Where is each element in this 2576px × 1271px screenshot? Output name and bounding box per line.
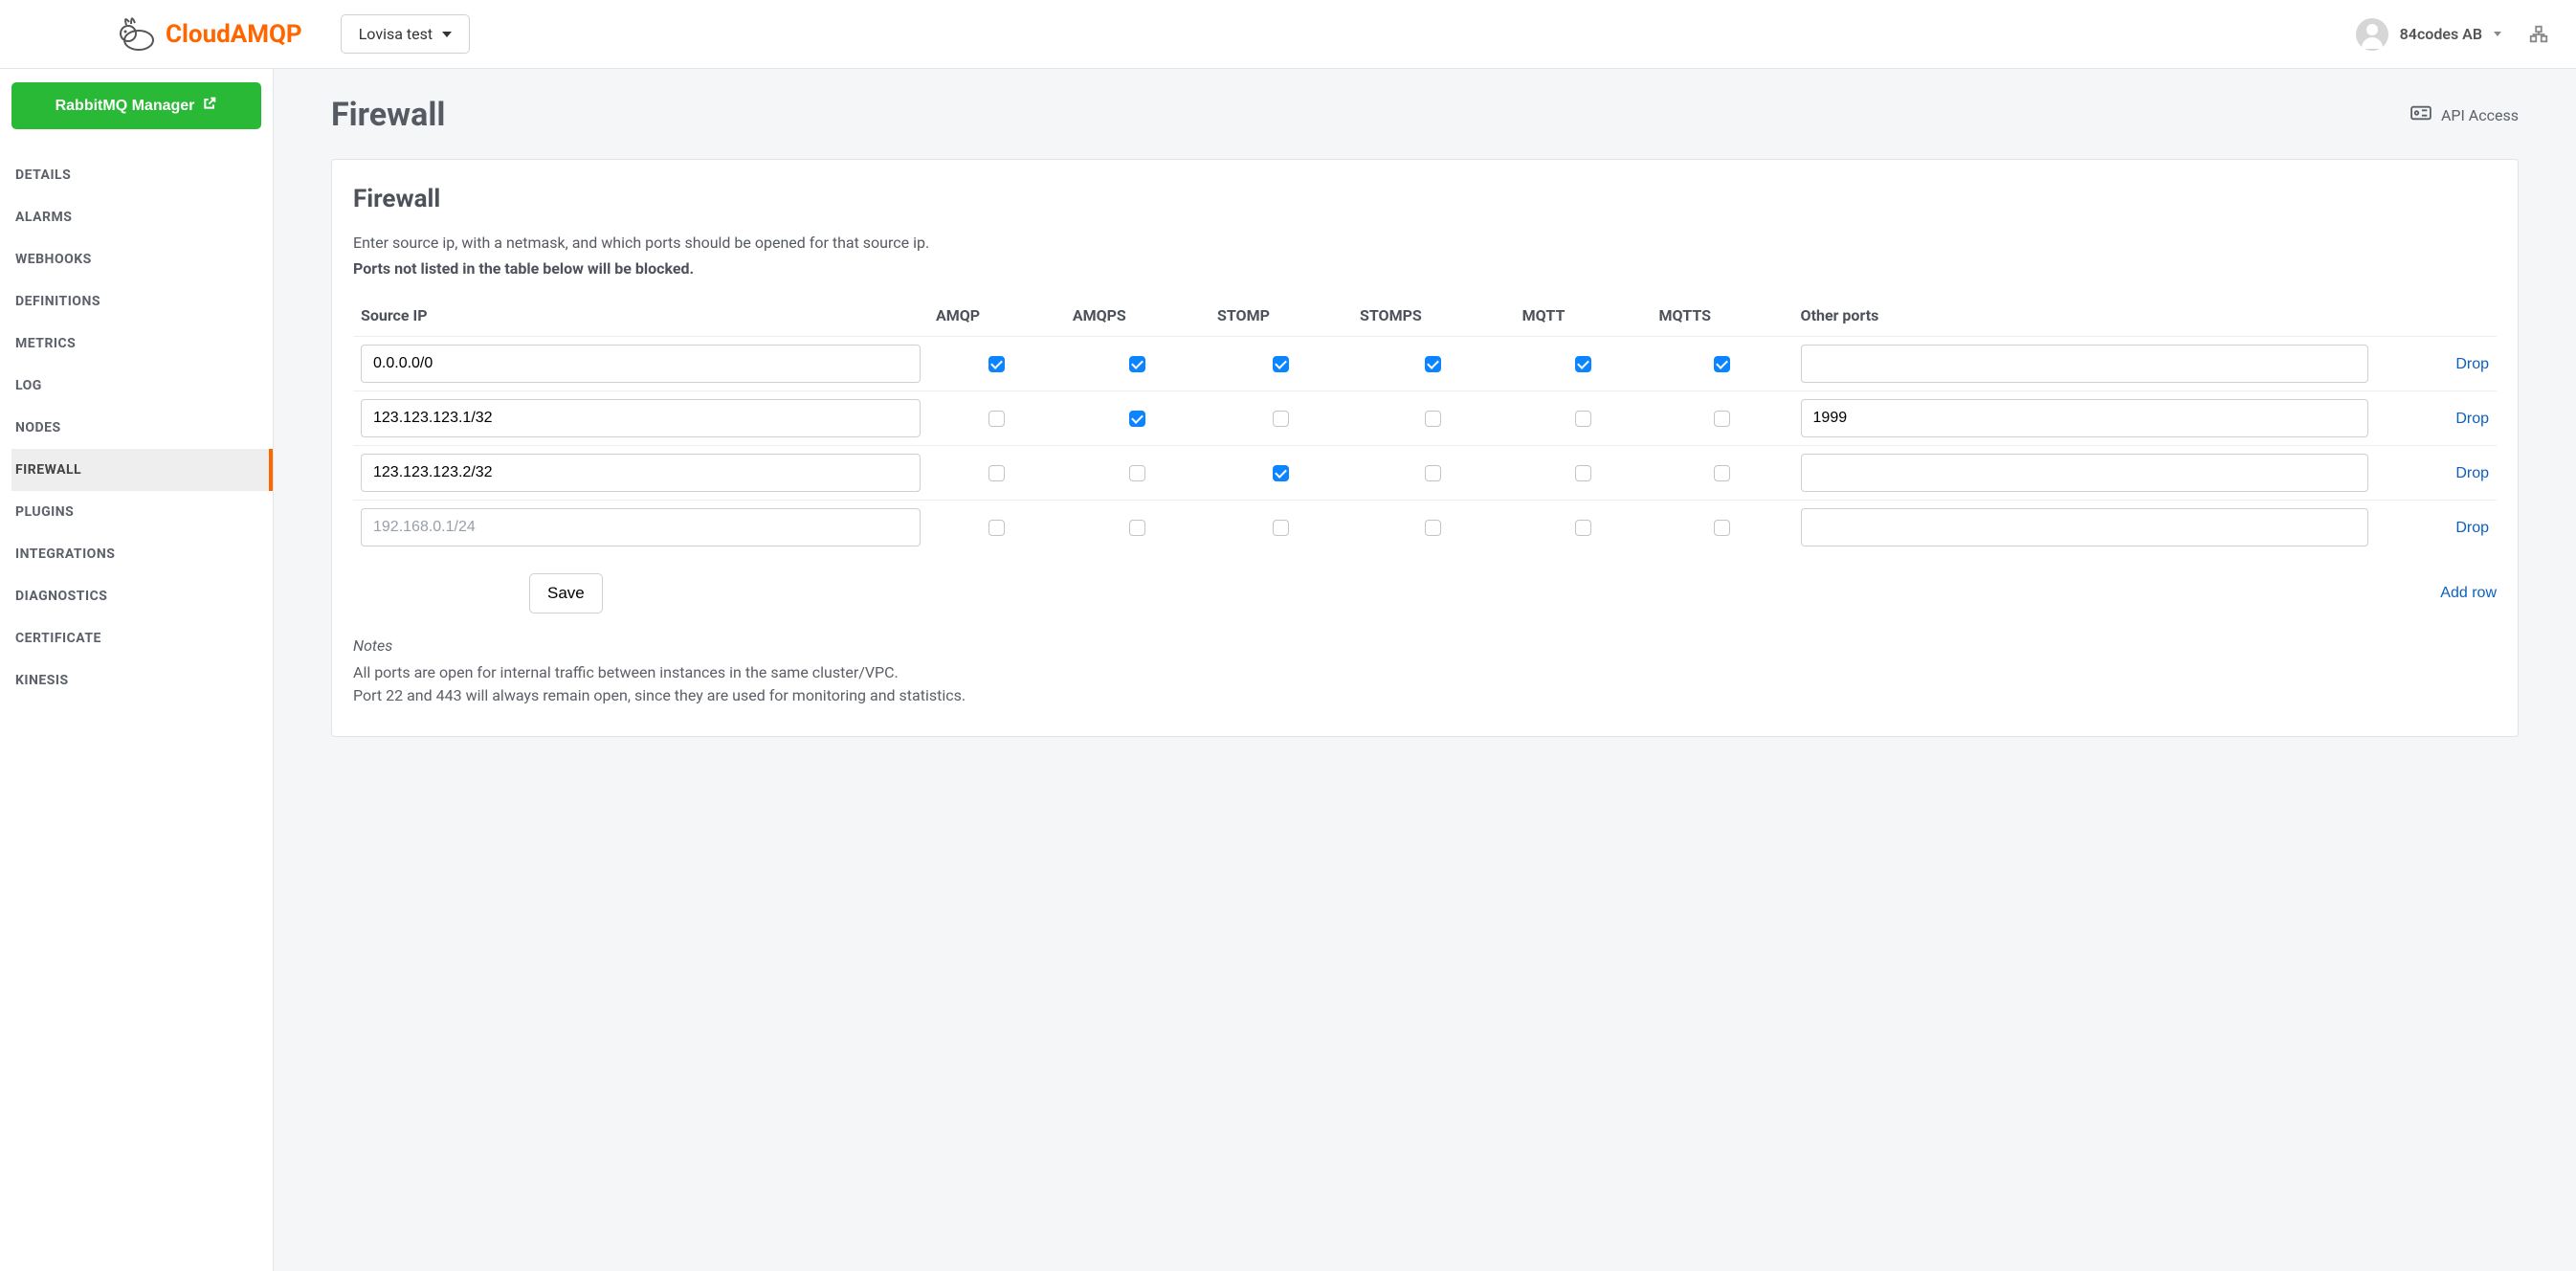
other-ports-input[interactable] xyxy=(1801,508,2368,546)
sidebar-item-webhooks[interactable]: WEBHOOKS xyxy=(11,238,261,280)
rabbitmq-manager-button[interactable]: RabbitMQ Manager xyxy=(11,82,261,129)
avatar xyxy=(2356,18,2388,51)
col-header-amqps: AMQPS xyxy=(1065,297,1210,337)
card-title: Firewall xyxy=(353,185,2497,213)
port-checkbox-stomps[interactable] xyxy=(1425,411,1441,427)
port-checkbox-mqtt[interactable] xyxy=(1575,465,1591,481)
port-checkbox-stomps[interactable] xyxy=(1425,356,1441,372)
port-checkbox-stomp[interactable] xyxy=(1273,520,1289,536)
port-checkbox-stomps[interactable] xyxy=(1425,520,1441,536)
port-checkbox-mqtt[interactable] xyxy=(1575,520,1591,536)
port-checkbox-mqtts[interactable] xyxy=(1714,465,1730,481)
port-checkbox-stomp[interactable] xyxy=(1273,465,1289,481)
sidebar-item-log[interactable]: LOG xyxy=(11,365,261,407)
table-row: Drop xyxy=(353,445,2497,500)
main-content: Firewall API Access Firewall Enter sourc… xyxy=(274,69,2576,1271)
port-checkbox-stomp[interactable] xyxy=(1273,356,1289,372)
save-button[interactable]: Save xyxy=(529,573,603,613)
table-row: Drop xyxy=(353,390,2497,445)
port-checkbox-stomps[interactable] xyxy=(1425,465,1441,481)
col-header-other-ports: Other ports xyxy=(1793,297,2376,337)
source-ip-input[interactable] xyxy=(361,508,921,546)
notes-line-2: Port 22 and 443 will always remain open,… xyxy=(353,684,2497,707)
org-switch-icon[interactable] xyxy=(2528,24,2549,45)
page-title: Firewall xyxy=(331,96,445,134)
sidebar-item-alarms[interactable]: ALARMS xyxy=(11,196,261,238)
port-checkbox-mqtts[interactable] xyxy=(1714,520,1730,536)
api-icon xyxy=(2410,104,2432,125)
col-header-mqtt: MQTT xyxy=(1515,297,1652,337)
sidebar-item-plugins[interactable]: PLUGINS xyxy=(11,491,261,533)
other-ports-input[interactable] xyxy=(1801,345,2368,383)
add-row-button[interactable]: Add row xyxy=(2440,585,2497,602)
port-checkbox-amqp[interactable] xyxy=(988,520,1005,536)
firewall-card: Firewall Enter source ip, with a netmask… xyxy=(331,159,2519,737)
sidebar-item-integrations[interactable]: INTEGRATIONS xyxy=(11,533,261,575)
brand-name: CloudAMQP xyxy=(166,20,302,49)
notes-section: Notes All ports are open for internal tr… xyxy=(353,635,2497,707)
account-menu[interactable]: 84codes AB xyxy=(2356,18,2501,51)
chevron-down-icon xyxy=(442,32,452,37)
notes-title: Notes xyxy=(353,635,2497,658)
port-checkbox-amqps[interactable] xyxy=(1129,520,1145,536)
table-row: Drop xyxy=(353,500,2497,554)
topbar: CloudAMQP Lovisa test 84codes AB xyxy=(0,0,2576,69)
brand-logo[interactable]: CloudAMQP xyxy=(112,13,302,56)
card-description-bold: Ports not listed in the table below will… xyxy=(353,259,2497,278)
port-checkbox-mqtts[interactable] xyxy=(1714,356,1730,372)
sidebar-item-firewall[interactable]: FIREWALL xyxy=(11,449,273,491)
col-header-source-ip: Source IP xyxy=(353,297,928,337)
account-name: 84codes AB xyxy=(2400,25,2482,43)
sidebar-item-details[interactable]: DETAILS xyxy=(11,154,261,196)
port-checkbox-mqtts[interactable] xyxy=(1714,411,1730,427)
api-access-label: API Access xyxy=(2441,106,2519,124)
port-checkbox-amqp[interactable] xyxy=(988,411,1005,427)
col-header-mqtts: MQTTS xyxy=(1652,297,1793,337)
chevron-down-icon xyxy=(2494,32,2501,36)
drop-row-button[interactable]: Drop xyxy=(2455,465,2489,482)
source-ip-input[interactable] xyxy=(361,399,921,437)
table-row: Drop xyxy=(353,336,2497,390)
sidebar-item-nodes[interactable]: NODES xyxy=(11,407,261,449)
sidebar: RabbitMQ Manager DETAILSALARMSWEBHOOKSDE… xyxy=(0,69,274,1271)
sidebar-item-certificate[interactable]: CERTIFICATE xyxy=(11,617,261,659)
port-checkbox-stomp[interactable] xyxy=(1273,411,1289,427)
firewall-table: Source IPAMQPAMQPSSTOMPSTOMPSMQTTMQTTSOt… xyxy=(353,297,2497,554)
drop-row-button[interactable]: Drop xyxy=(2455,411,2489,428)
sidebar-nav: DETAILSALARMSWEBHOOKSDEFINITIONSMETRICSL… xyxy=(11,154,261,702)
rabbitmq-manager-label: RabbitMQ Manager xyxy=(56,98,195,115)
sidebar-item-kinesis[interactable]: KINESIS xyxy=(11,659,261,702)
port-checkbox-mqtt[interactable] xyxy=(1575,356,1591,372)
rabbit-icon xyxy=(112,13,158,56)
col-header-stomp: STOMP xyxy=(1210,297,1352,337)
port-checkbox-amqps[interactable] xyxy=(1129,465,1145,481)
sidebar-item-metrics[interactable]: METRICS xyxy=(11,323,261,365)
sidebar-item-diagnostics[interactable]: DIAGNOSTICS xyxy=(11,575,261,617)
drop-row-button[interactable]: Drop xyxy=(2455,520,2489,537)
col-header-stomps: STOMPS xyxy=(1352,297,1515,337)
instance-selector[interactable]: Lovisa test xyxy=(341,14,470,54)
source-ip-input[interactable] xyxy=(361,345,921,383)
port-checkbox-amqps[interactable] xyxy=(1129,411,1145,427)
instance-selector-label: Lovisa test xyxy=(359,25,433,43)
api-access-link[interactable]: API Access xyxy=(2410,104,2519,125)
port-checkbox-amqp[interactable] xyxy=(988,465,1005,481)
port-checkbox-mqtt[interactable] xyxy=(1575,411,1591,427)
notes-line-1: All ports are open for internal traffic … xyxy=(353,661,2497,684)
sidebar-item-definitions[interactable]: DEFINITIONS xyxy=(11,280,261,323)
drop-row-button[interactable]: Drop xyxy=(2455,356,2489,373)
port-checkbox-amqps[interactable] xyxy=(1129,356,1145,372)
other-ports-input[interactable] xyxy=(1801,454,2368,492)
external-link-icon xyxy=(202,96,217,116)
port-checkbox-amqp[interactable] xyxy=(988,356,1005,372)
other-ports-input[interactable] xyxy=(1801,399,2368,437)
col-header-amqp: AMQP xyxy=(928,297,1065,337)
card-description: Enter source ip, with a netmask, and whi… xyxy=(353,231,2497,256)
source-ip-input[interactable] xyxy=(361,454,921,492)
